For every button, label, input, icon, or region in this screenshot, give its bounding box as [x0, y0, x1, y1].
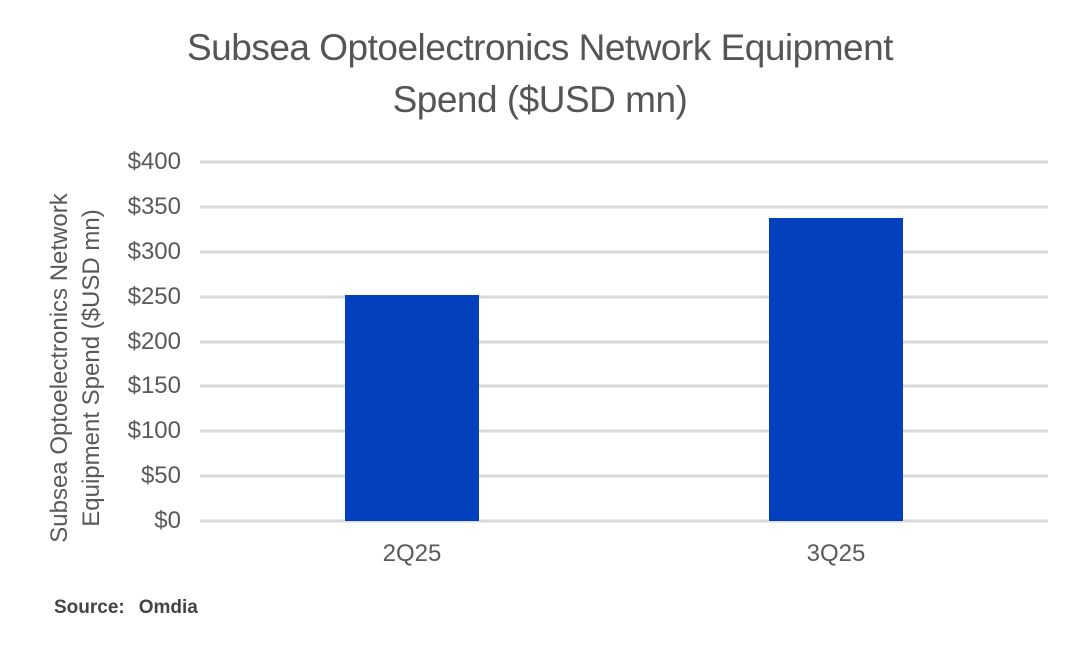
y-tick-label: $50	[140, 462, 181, 490]
chart-title: Subsea Optoelectronics Network Equipment…	[0, 22, 1080, 126]
y-tick-label: $0	[154, 507, 181, 534]
gridline	[200, 160, 1048, 164]
y-tick-label: $100	[127, 417, 181, 445]
plot-area	[200, 160, 1048, 523]
y-tick-label: $350	[127, 192, 181, 220]
source-label: Source:	[54, 597, 125, 618]
x-tick-label: 2Q25	[382, 540, 442, 567]
y-tick-label: $200	[127, 327, 181, 355]
gridline	[200, 474, 1048, 478]
gridline	[200, 384, 1048, 388]
bar-3q25	[769, 217, 903, 521]
y-axis-ticks: $0 $50 $100 $150 $200 $250 $300 $350 $400	[60, 150, 181, 533]
y-tick-label: $300	[127, 237, 181, 265]
gridline	[200, 205, 1048, 209]
gridline	[200, 519, 1048, 523]
y-tick-label: $400	[127, 148, 181, 175]
y-tick-label: $250	[127, 282, 181, 310]
source-value: Omdia	[138, 597, 198, 618]
gridline	[200, 295, 1048, 299]
y-tick-label: $150	[127, 372, 181, 400]
x-axis-labels: 2Q25 3Q25	[200, 540, 1048, 568]
chart-title-line-1: Subsea Optoelectronics Network Equipment	[187, 27, 893, 68]
x-tick-label: 3Q25	[806, 540, 866, 567]
gridline	[200, 340, 1048, 343]
gridline	[200, 250, 1048, 254]
chart-title-line-2: Spend ($USD mn)	[392, 79, 688, 120]
bar-2q25	[345, 294, 479, 521]
gridline	[200, 429, 1048, 433]
source-note: Source: Omdia	[54, 597, 198, 619]
